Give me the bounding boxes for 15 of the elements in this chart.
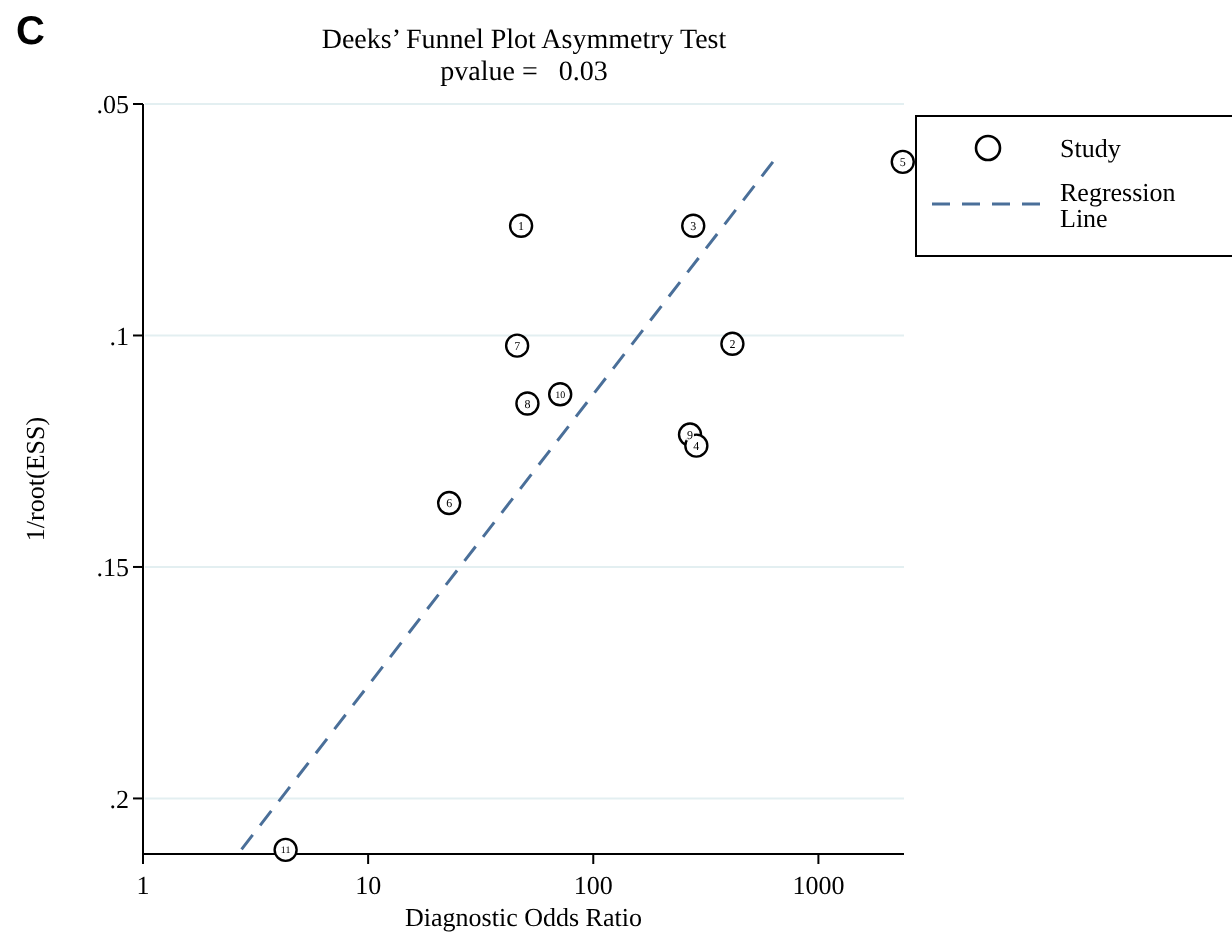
chart-subtitle: pvalue = 0.03 xyxy=(440,58,608,88)
y-tick-label: .1 xyxy=(109,320,129,351)
y-tick-label: .05 xyxy=(96,89,129,120)
x-tick-label: 10 xyxy=(355,870,382,900)
chart-title: Deeks’ Funnel Plot Asymmetry Test xyxy=(321,26,727,56)
y-axis-title: 1/root(ESS) xyxy=(20,416,50,542)
x-axis-title: Diagnostic Odds Ratio xyxy=(405,902,642,932)
y-tick-label: .15 xyxy=(96,552,129,583)
x-tick-label: 1 xyxy=(136,870,150,900)
x-tick-label: 100 xyxy=(573,870,613,900)
legend-label: Study xyxy=(1060,133,1122,164)
y-tick-label: .2 xyxy=(109,783,129,814)
text: C xyxy=(16,10,45,54)
legend-label: Regression Line xyxy=(1060,177,1177,234)
x-tick-label: 1000 xyxy=(792,870,845,900)
